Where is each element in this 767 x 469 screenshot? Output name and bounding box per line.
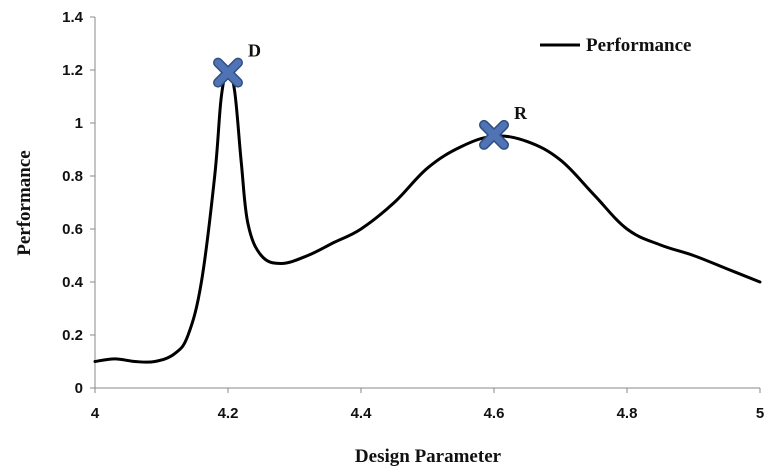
x-tick-label: 4.2 bbox=[218, 405, 239, 422]
legend: Performance bbox=[540, 35, 692, 56]
annotation-marker-d bbox=[213, 57, 243, 88]
annotation-label-r: R bbox=[514, 103, 528, 123]
legend-label-performance: Performance bbox=[586, 35, 692, 56]
annotation-label-d: D bbox=[248, 41, 261, 61]
x-tick-label: 4.4 bbox=[351, 405, 373, 422]
y-tick-label: 0 bbox=[75, 380, 83, 397]
plot-area: 00.20.40.60.811.21.4 4 4.2 4.4 4.6 4.8 5 DR bbox=[62, 9, 764, 422]
annotation-marker-r bbox=[479, 119, 509, 150]
annotation-group: DR bbox=[213, 41, 528, 150]
x-tick-label: 5 bbox=[756, 405, 764, 422]
x-tick-label: 4.6 bbox=[484, 405, 505, 422]
x-axis-title: Design Parameter bbox=[355, 446, 502, 467]
series-line-performance bbox=[93, 68, 762, 364]
x-tick-group: 4 4.2 4.4 4.6 4.8 5 bbox=[91, 388, 764, 422]
x-tick-label: 4.8 bbox=[617, 405, 638, 422]
y-tick-label: 1.2 bbox=[62, 62, 83, 79]
y-axis-title: Performance bbox=[14, 150, 35, 256]
y-tick-label: 1.4 bbox=[62, 9, 84, 26]
x-tick-label: 4 bbox=[91, 405, 100, 422]
y-tick-label: 0.8 bbox=[62, 168, 83, 185]
y-tick-label: 0.6 bbox=[62, 221, 83, 238]
y-tick-label: 0.4 bbox=[62, 274, 84, 291]
y-tick-label: 1 bbox=[75, 115, 83, 132]
y-tick-group: 0 0.2 0.4 0.6 0.8 1 1.2 1.4 bbox=[62, 9, 95, 397]
y-tick-label: 0.2 bbox=[62, 327, 83, 344]
